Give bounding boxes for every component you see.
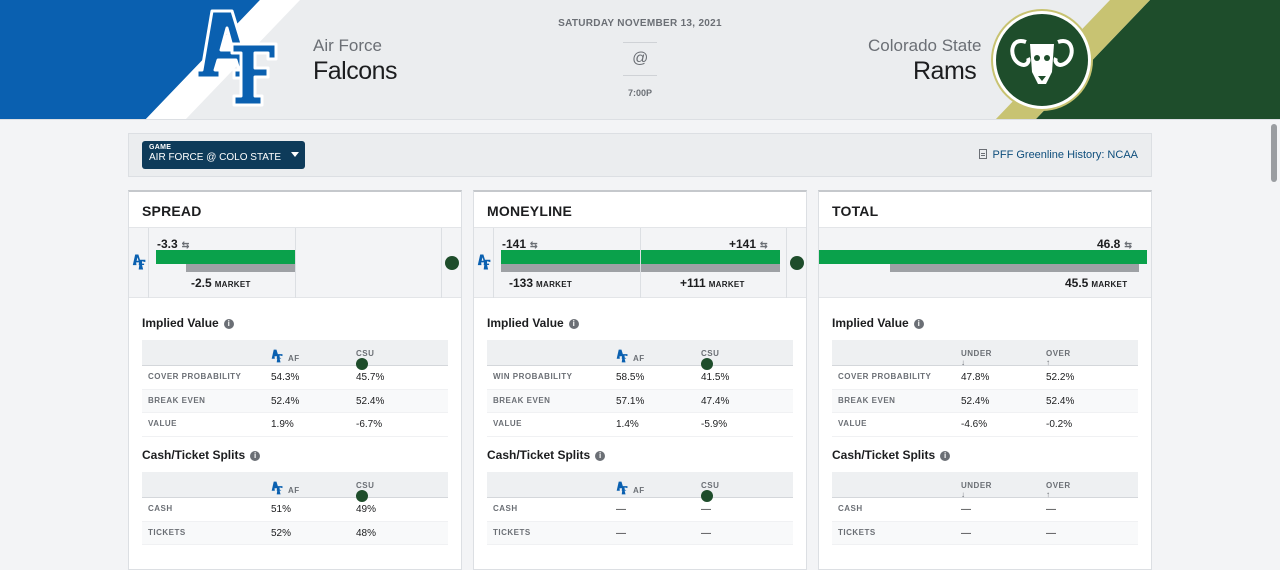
info-icon[interactable]: i	[250, 451, 261, 461]
total-implied-title: Implied Value i	[832, 316, 924, 330]
moneyline-bar-area: -141 ⇆ -133 MARKET +141 ⇆ +111 MARKET	[474, 228, 806, 298]
moneyline-title: MONEYLINE	[474, 192, 806, 228]
moneyline-splits-table: AF CSU CASH — — TICKETS — —	[487, 472, 793, 545]
spread-splits-table: AF CSU CASH 51% 49% TICKETS 52% 48%	[142, 472, 448, 545]
game-select-dropdown[interactable]: GAME AIR FORCE @ COLO STATE	[142, 141, 305, 169]
colorado-state-logo	[993, 11, 1091, 109]
arrow-up-icon: ↑	[1046, 490, 1051, 499]
af-icon	[616, 481, 628, 495]
moneyline-panel: MONEYLINE -141 ⇆ -133 MARKET +141 ⇆ +111 MAR…	[473, 190, 807, 570]
info-icon[interactable]: i	[913, 319, 924, 329]
moneyline-home-line: +141 ⇆	[729, 237, 768, 251]
spread-market-value: -2.5 MARKET	[191, 276, 251, 290]
af-mini-logo	[477, 254, 491, 270]
spread-line-value: -3.3 ⇆	[157, 237, 190, 251]
csu-icon	[356, 490, 368, 502]
moneyline-implied-table: AF CSU WIN PROBABILITY 58.5% 41.5% BREAK EV…	[487, 340, 793, 437]
game-header: Air Force Falcons SATURDAY NOVEMBER 13, …	[0, 0, 1280, 120]
total-splits-title: Cash/Ticket Splits i	[832, 448, 951, 462]
moneyline-away-line: -141 ⇆	[502, 237, 538, 251]
csu-icon	[701, 490, 713, 502]
info-icon[interactable]: i	[940, 451, 951, 461]
csu-mini-logo	[445, 256, 459, 270]
game-time: 7:00P	[627, 88, 653, 98]
info-icon[interactable]: i	[568, 319, 579, 329]
info-icon[interactable]: i	[595, 451, 606, 461]
csu-icon	[701, 358, 713, 370]
spread-title: SPREAD	[129, 192, 461, 228]
total-market-value: 45.5 MARKET	[1065, 276, 1128, 290]
greenline-history-link[interactable]: PFF Greenline History: NCAA	[978, 149, 1138, 161]
cell-divider	[148, 228, 149, 298]
moneyline-implied-title: Implied Value i	[487, 316, 579, 330]
away-team-city: Air Force	[313, 36, 382, 55]
total-splits-table: ↓ UNDER ↑ OVER CASH — — TICKETS — —	[832, 472, 1138, 545]
spread-market-bar	[186, 264, 295, 272]
air-force-logo	[195, 9, 278, 107]
moneyline-splits-title: Cash/Ticket Splits i	[487, 448, 606, 462]
cell-divider	[295, 228, 296, 298]
af-mini-logo	[132, 254, 146, 270]
csu-icon	[356, 358, 368, 370]
total-implied-table: ↓ UNDER ↑ OVER COVER PROBABILITY 47.8% 52.2% …	[832, 340, 1138, 437]
away-team-name: Falcons	[313, 57, 398, 85]
over-column-header: ↑ OVER	[1046, 349, 1071, 367]
at-symbol: @	[623, 42, 657, 76]
af-icon	[616, 349, 628, 363]
total-market-bar	[890, 264, 1139, 272]
moneyline-home-bar	[641, 250, 780, 264]
greenline-history-label: PFF Greenline History: NCAA	[992, 149, 1138, 161]
arrow-down-icon: ↓	[961, 358, 966, 367]
af-column-header: AF	[271, 349, 300, 363]
caret-down-icon	[291, 152, 299, 157]
spread-bar-area: -3.3 ⇆ -2.5 MARKET	[129, 228, 461, 298]
af-icon	[271, 349, 283, 363]
moneyline-home-market: +111 MARKET	[680, 276, 745, 290]
spread-splits-title: Cash/Ticket Splits i	[142, 448, 261, 462]
moneyline-away-bar	[501, 250, 640, 264]
game-date: SATURDAY NOVEMBER 13, 2021	[558, 18, 722, 29]
total-bar-area: 46.8 ⇆ 45.5 MARKET	[819, 228, 1151, 298]
spread-panel: SPREAD -3.3 ⇆ -2.5 MARKET Implied Value i A…	[128, 190, 462, 570]
moneyline-away-market: -133 MARKET	[509, 276, 573, 290]
info-icon[interactable]: i	[223, 319, 234, 329]
total-title: TOTAL	[819, 192, 1151, 228]
cell-divider	[441, 228, 442, 298]
csu-mini-logo	[790, 256, 804, 270]
game-select-value: AIR FORCE @ COLO STATE	[149, 152, 282, 163]
arrow-up-icon: ↑	[1046, 358, 1051, 367]
spread-implied-table: AF CSU COVER PROBABILITY 54.3% 45.7% BREAK …	[142, 340, 448, 437]
total-panel: TOTAL 46.8 ⇆ 45.5 MARKET Implied Value i ↓ U…	[818, 190, 1152, 570]
moneyline-home-market-bar	[641, 264, 780, 272]
csu-column-header: CSU	[356, 349, 374, 370]
document-icon	[978, 149, 987, 159]
arrow-down-icon: ↓	[961, 490, 966, 499]
total-line-value: 46.8 ⇆	[1097, 237, 1132, 251]
af-icon	[271, 481, 283, 495]
game-toolbar: GAME AIR FORCE @ COLO STATE PFF Greenlin…	[128, 133, 1152, 177]
game-select-label: GAME	[149, 144, 172, 151]
home-team-city: Colorado State	[868, 36, 982, 55]
spread-implied-title: Implied Value i	[142, 316, 234, 330]
home-team-name: Rams	[913, 57, 977, 85]
under-column-header: ↓ UNDER	[961, 349, 992, 367]
page-scrollbar[interactable]	[1271, 124, 1277, 182]
spread-greenline-bar	[156, 250, 295, 264]
total-greenline-bar	[819, 250, 1147, 264]
moneyline-away-market-bar	[501, 264, 640, 272]
